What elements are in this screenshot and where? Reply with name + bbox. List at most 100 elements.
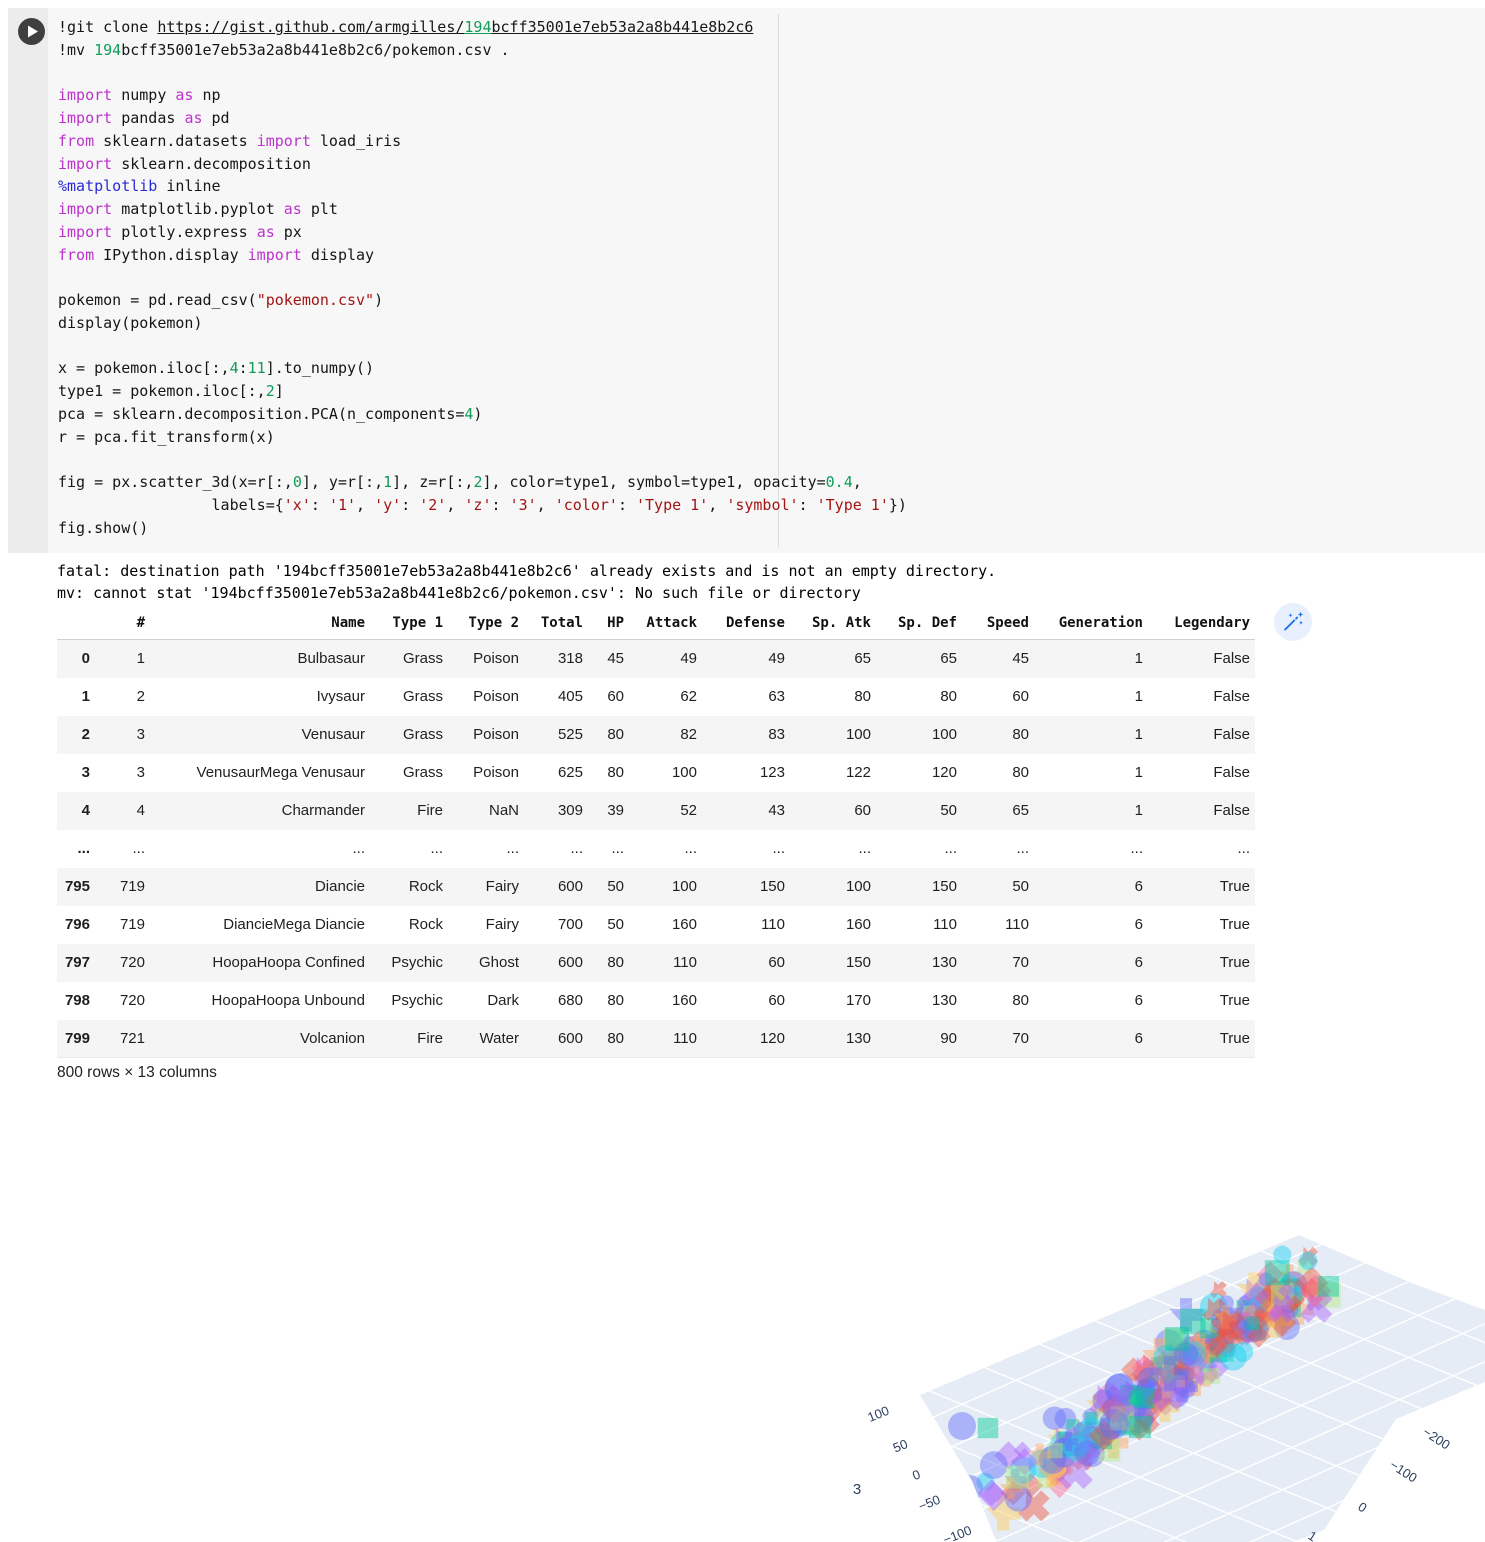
- df-cell: 719: [119, 916, 145, 933]
- df-cell: 45: [1012, 650, 1029, 668]
- df-cell: 1: [1134, 650, 1143, 668]
- column-ruler: [778, 14, 779, 547]
- df-cell: Grass: [402, 650, 443, 668]
- svg-text:100: 100: [865, 1403, 891, 1425]
- df-cell: 70: [962, 1019, 1034, 1058]
- df-cell: 150: [845, 954, 871, 971]
- df-cell: 318: [557, 650, 583, 668]
- df-cell: 39: [607, 802, 624, 819]
- df-cell: 62: [680, 688, 697, 705]
- df-cell: HoopaHoopa Confined: [212, 954, 365, 971]
- df-index-cell: 3: [81, 764, 90, 781]
- df-header-cell: Defense: [702, 606, 790, 640]
- df-cell: 80: [1012, 726, 1029, 743]
- df-cell: 122: [845, 764, 871, 781]
- df-cell: Rock: [408, 916, 443, 933]
- df-header-cell: HP: [588, 606, 629, 640]
- df-cell: 600: [524, 1019, 588, 1058]
- code-line: labels={'x': '1', 'y': '2', 'z': '3', 'c…: [58, 495, 907, 514]
- df-cell: Psychic: [391, 992, 443, 1009]
- df-cell: ...: [858, 840, 871, 857]
- df-cell: Dark: [487, 992, 519, 1009]
- df-cell: ...: [132, 840, 145, 857]
- df-cell: 50: [607, 878, 624, 895]
- df-cell: 123: [759, 764, 785, 781]
- df-cell: 120: [931, 764, 957, 781]
- stderr-line: fatal: destination path '194bcff35001e7e…: [57, 562, 997, 580]
- df-header-cell: Total: [524, 606, 588, 640]
- code-line: [58, 62, 1477, 85]
- df-cell: 80: [607, 764, 624, 781]
- svg-text:50: 50: [891, 1436, 910, 1455]
- df-cell: 80: [588, 1019, 629, 1058]
- df-cell: 130: [931, 954, 957, 971]
- df-cell: Fire: [417, 802, 443, 819]
- df-cell: 60: [854, 802, 871, 819]
- code-editor[interactable]: !git clone https://gist.github.com/armgi…: [48, 8, 1485, 553]
- df-cell: Fairy: [485, 916, 519, 933]
- df-cell: 90: [876, 1019, 962, 1058]
- df-cell: Grass: [402, 688, 443, 705]
- magic-wand-icon: [1283, 611, 1304, 631]
- df-cell: 80: [1012, 992, 1029, 1009]
- df-cell: 160: [671, 992, 697, 1009]
- df-cell: 100: [931, 726, 957, 743]
- df-cell: ...: [430, 840, 443, 857]
- df-cell: False: [1213, 650, 1250, 668]
- df-cell: 70: [1012, 954, 1029, 971]
- code-line: type1 = pokemon.iloc[:,2]: [58, 382, 284, 400]
- df-cell: ...: [1237, 840, 1250, 857]
- df-cell: 60: [768, 992, 785, 1009]
- df-row: 799 721 Volcanion Fire Water 600 80 110 120 130 90…: [57, 1019, 1255, 1058]
- df-index-cell: ...: [77, 840, 90, 857]
- interactive-table-button[interactable]: [1274, 603, 1312, 641]
- df-cell: Bulbasaur: [297, 650, 365, 668]
- df-header-cell: Generation: [1034, 606, 1148, 640]
- df-header-cell: Speed: [962, 606, 1034, 640]
- code-line: import matplotlib.pyplot as plt: [58, 200, 338, 218]
- df-cell: 1: [136, 650, 145, 668]
- df-cell: 110: [1005, 916, 1029, 933]
- df-cell: 6: [1134, 878, 1143, 895]
- df-cell: 719: [119, 878, 145, 895]
- df-cell: ...: [506, 840, 519, 857]
- df-cell: 6: [1134, 992, 1143, 1009]
- code-line: r = pca.fit_transform(x): [58, 427, 275, 446]
- df-row: 796 719 DiancieMega Diancie Rock Fairy 700 50 1…: [57, 906, 1255, 944]
- stderr-line: mv: cannot stat '194bcff35001e7eb53a2a8b…: [57, 583, 861, 602]
- df-cell: 60: [1012, 688, 1029, 705]
- code-line: [58, 266, 1477, 289]
- df-cell: Fire: [370, 1019, 448, 1058]
- df-header-cell: Type 1: [370, 606, 448, 640]
- code-line: x = pokemon.iloc[:,4:11].to_numpy(): [58, 359, 375, 378]
- df-cell: 3: [136, 726, 145, 743]
- code-line: %matplotlib inline: [58, 177, 221, 196]
- df-index-cell: 0: [81, 650, 90, 668]
- df-cell: 49: [680, 650, 697, 668]
- run-cell-button[interactable]: [18, 18, 45, 45]
- df-cell: 65: [854, 650, 871, 668]
- code-line: pokemon = pd.read_csv("pokemon.csv"): [58, 291, 384, 309]
- df-cell: Charmander: [281, 802, 365, 819]
- df-cell: 6: [1134, 954, 1143, 971]
- df-cell: 6: [1134, 916, 1143, 933]
- df-cell: ...: [352, 840, 365, 857]
- df-cell: 50: [1012, 878, 1029, 895]
- df-cell: 1: [1134, 688, 1143, 705]
- df-cell: Poison: [473, 688, 519, 705]
- df-cell: 82: [680, 726, 697, 743]
- df-row: 4 4 Charmander Fire NaN 309 39 52 43 60 50 65 1 False: [57, 791, 1255, 830]
- df-cell: 150: [931, 878, 957, 895]
- code-line: import plotly.express as px: [58, 222, 302, 241]
- df-cell: DiancieMega Diancie: [223, 916, 365, 933]
- df-row: 1 2 Ivysaur Grass Poison 405 60 62 63 80 80 60 1 Fals…: [57, 678, 1255, 716]
- df-cell: 3: [136, 764, 145, 781]
- df-cell: 110: [761, 916, 785, 933]
- df-cell: 2: [136, 688, 145, 705]
- df-cell: Poison: [473, 764, 519, 781]
- code-content[interactable]: !git clone https://gist.github.com/armgi…: [48, 8, 1485, 547]
- df-cell: 100: [845, 878, 871, 895]
- df-cell: HoopaHoopa Unbound: [211, 992, 365, 1009]
